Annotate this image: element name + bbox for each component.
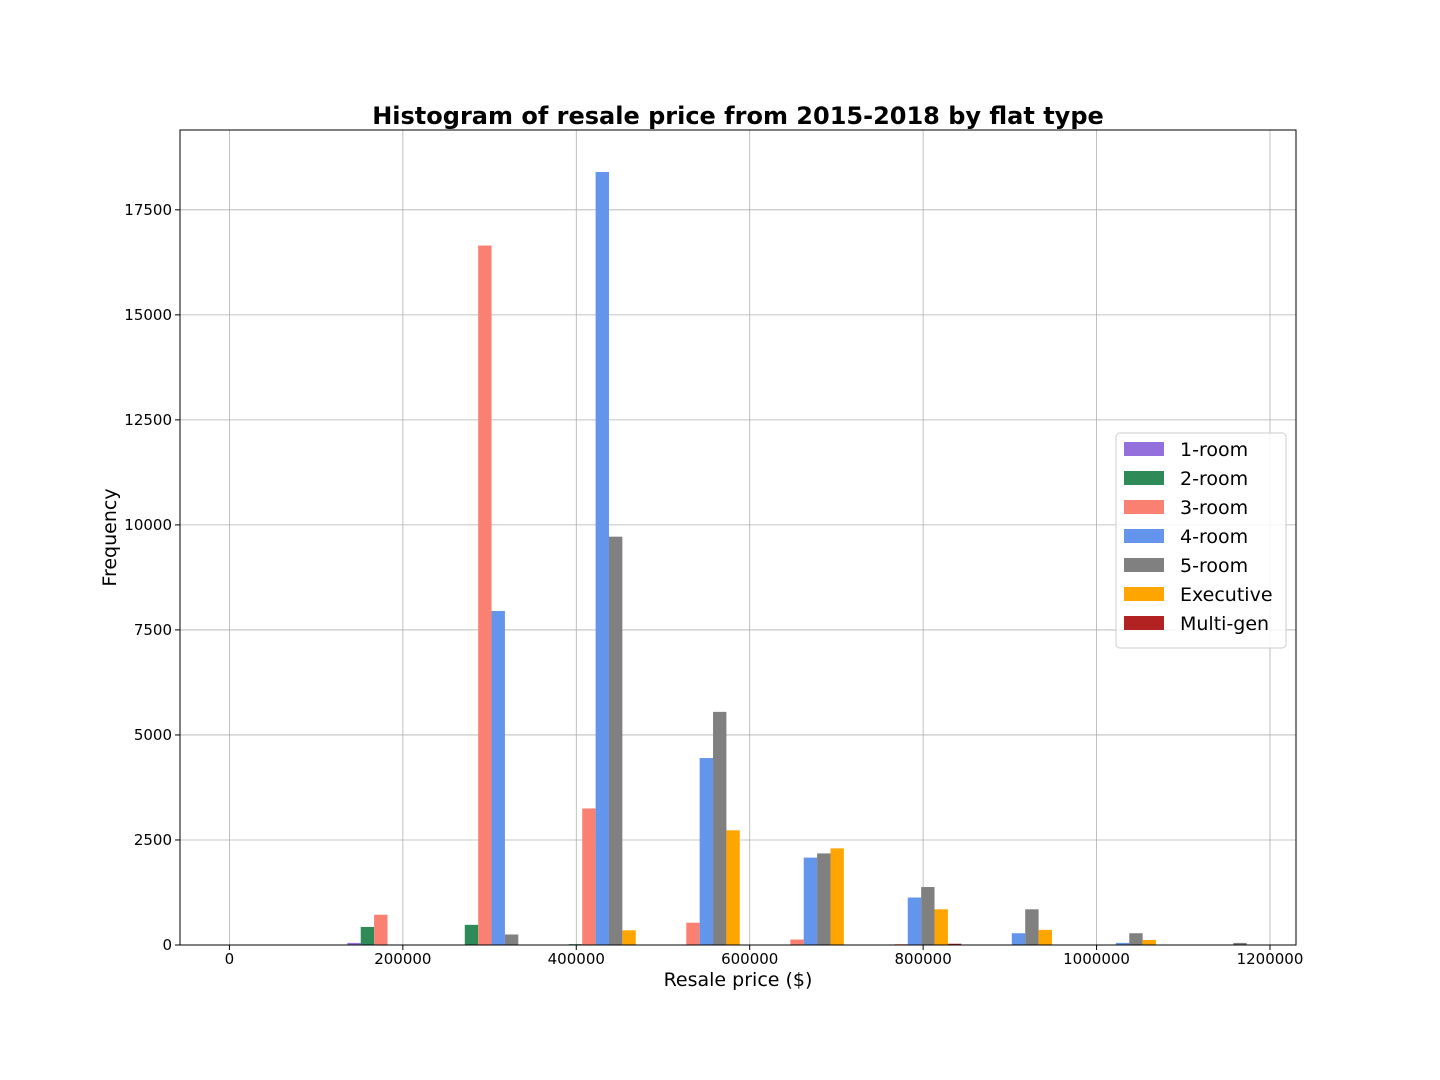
legend-swatch	[1124, 616, 1164, 630]
bar-5-room	[921, 887, 935, 945]
legend-swatch	[1124, 471, 1164, 485]
x-tick-label: 200000	[374, 950, 431, 968]
bar-3-room	[582, 808, 596, 945]
bar-4-room	[803, 857, 818, 945]
bar-3-room	[686, 922, 700, 945]
y-tick-label: 17500	[124, 201, 172, 219]
legend-swatch	[1124, 558, 1164, 572]
x-tick-label: 1000000	[1063, 950, 1130, 968]
bar-executive	[726, 830, 740, 945]
bar-3-room	[478, 245, 492, 946]
y-tick-label: 7500	[134, 621, 172, 639]
legend-label: Multi-gen	[1180, 613, 1269, 635]
bar-multi-gen	[947, 943, 962, 945]
chart-title: Histogram of resale price from 2015-2018…	[372, 102, 1104, 130]
y-tick-label: 12500	[124, 411, 172, 429]
y-tick-label: 10000	[124, 516, 172, 534]
x-axis-label: Resale price ($)	[664, 969, 813, 991]
bar-executive	[1142, 939, 1157, 945]
legend-swatch	[1124, 500, 1164, 514]
bar-5-room	[1129, 933, 1143, 945]
legend-label: 1-room	[1180, 439, 1248, 461]
y-tick-label: 5000	[134, 726, 172, 744]
legend-label: 2-room	[1180, 468, 1248, 490]
grid-lines	[180, 130, 1296, 946]
legend-swatch	[1124, 529, 1164, 543]
y-tick-label: 2500	[134, 831, 172, 849]
bar-5-room	[713, 711, 727, 945]
bar-4-room	[1011, 933, 1026, 945]
bar-executive	[934, 909, 948, 945]
bar-executive	[830, 848, 844, 945]
legend: 1-room 2-room 3-room 4-room 5-room Executive M…	[1115, 432, 1287, 649]
bar-executive	[622, 930, 636, 945]
legend-swatch	[1124, 442, 1164, 456]
y-tick-label: 0	[162, 936, 172, 954]
bar-4-room	[595, 172, 609, 945]
y-axis-label: Frequency	[99, 488, 121, 586]
legend-label: 3-room	[1180, 497, 1248, 519]
y-tick-label: 15000	[124, 306, 172, 324]
bar-4-room	[907, 897, 922, 945]
bar-3-room	[790, 939, 804, 945]
bar-2-room	[464, 924, 479, 945]
bars	[347, 172, 1247, 946]
bar-5-room	[504, 934, 519, 945]
legend-label: 4-room	[1180, 526, 1248, 548]
bar-4-room	[699, 758, 714, 945]
bar-4-room	[1115, 942, 1130, 945]
y-axis-ticks: 0 2500 5000 7500 10000 12500 15000 17500	[124, 201, 180, 954]
bar-1-room	[347, 942, 361, 945]
bar-2-room	[360, 926, 375, 945]
bar-5-room	[1025, 909, 1039, 945]
legend-label: 5-room	[1180, 555, 1248, 577]
bar-5-room	[608, 536, 623, 945]
x-tick-label: 800000	[895, 950, 952, 968]
bar-5-room	[1233, 942, 1247, 945]
bar-5-room	[817, 853, 831, 945]
legend-label: Executive	[1180, 584, 1273, 606]
x-tick-label: 400000	[548, 950, 605, 968]
x-tick-label: 600000	[721, 950, 778, 968]
plot-frame	[179, 129, 1297, 946]
x-tick-label: 0	[225, 950, 235, 968]
bar-executive	[1038, 929, 1052, 945]
legend-swatch	[1124, 587, 1164, 601]
bar-4-room	[491, 611, 505, 945]
x-axis-ticks: 0 200000 400000 600000 800000 1000000 1200000	[225, 945, 1304, 968]
bar-3-room	[374, 914, 388, 945]
x-tick-label: 1200000	[1237, 950, 1304, 968]
